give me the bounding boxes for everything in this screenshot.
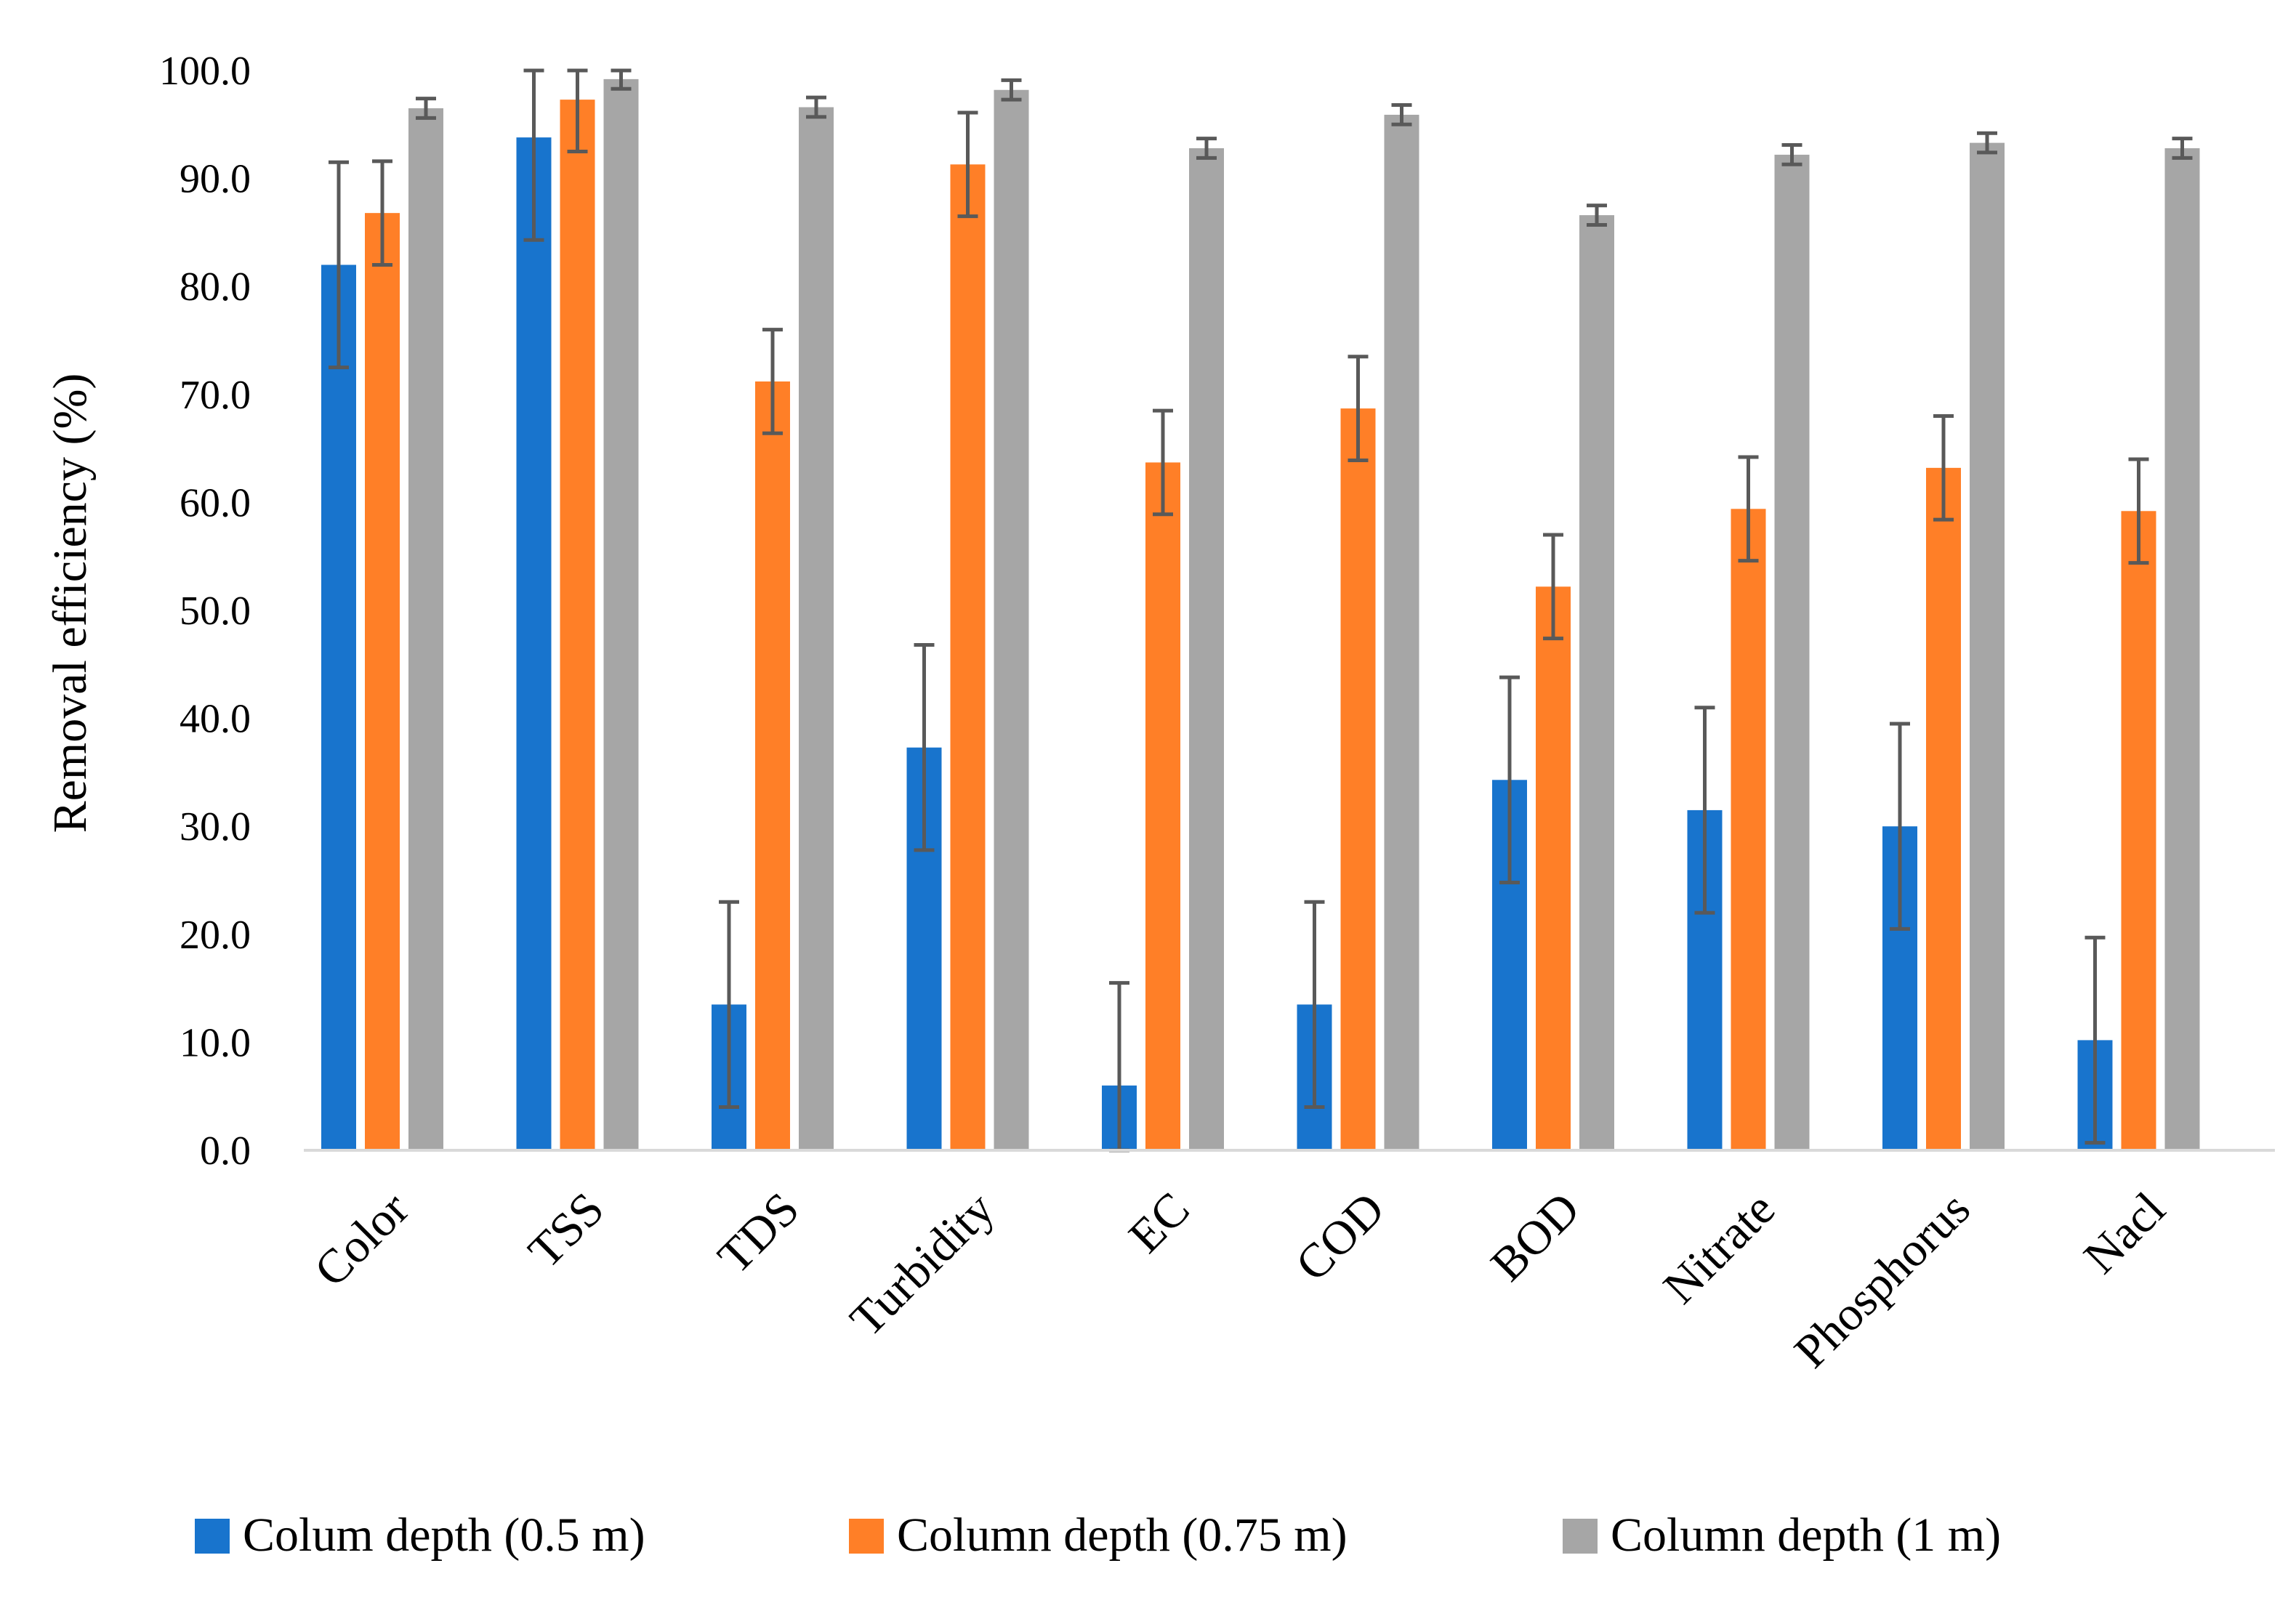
bar-tss-series-1: [516, 137, 552, 1151]
bar-nacl-series-2: [2121, 511, 2156, 1150]
legend-swatch: [1563, 1519, 1598, 1554]
bar-color-series-2: [365, 213, 400, 1151]
error-bar-bod-series-3: [1587, 203, 1607, 227]
bar-tss-series-3: [603, 78, 639, 1151]
error-bar-tds-series-2: [762, 328, 783, 435]
bar-tds-series-3: [799, 107, 834, 1150]
legend: Colum depth (0.5 m) Column depth (0.75 m)…: [195, 1509, 2001, 1562]
bar-color-series-3: [408, 108, 443, 1150]
x-axis-labels: Color TSS TDS Turbidity EC COD BOD Nitrate Phosp…: [305, 1182, 2175, 1378]
bar-turbidity-series-3: [994, 89, 1029, 1150]
y-tick-label: 30.0: [180, 804, 251, 849]
legend-label: Colum depth (0.5 m): [243, 1509, 645, 1562]
error-bar-color-series-3: [416, 97, 436, 120]
error-bar-tss-series-3: [611, 68, 632, 91]
x-tick-label-cod: COD: [1286, 1182, 1395, 1291]
bar-cod-series-2: [1340, 408, 1376, 1150]
y-tick-label: 20.0: [180, 913, 251, 958]
y-axis-title: Removal efficiency (%): [44, 374, 97, 833]
bar-color-series-1: [321, 265, 356, 1151]
error-bar-nacl-series-2: [2128, 457, 2149, 565]
error-bar-bod-series-1: [1499, 675, 1520, 884]
bar-tss-series-2: [560, 100, 595, 1151]
error-bar-color-series-2: [372, 159, 392, 267]
legend-swatch: [195, 1519, 230, 1554]
y-tick-label: 0.0: [200, 1128, 251, 1174]
error-bar-tss-series-1: [523, 68, 544, 242]
y-tick-label: 90.0: [180, 157, 251, 202]
error-bar-ec-series-2: [1153, 408, 1173, 517]
legend-label: Column depth (1 m): [1611, 1509, 2001, 1562]
legend-label: Column depth (0.75 m): [897, 1509, 1348, 1562]
y-tick-label: 70.0: [180, 373, 251, 418]
error-bar-ec-series-3: [1196, 137, 1217, 160]
y-axis-ticks: 0.0 10.0 20.0 30.0 40.0 50.0 60.0 70.0 80.0 90.0 1…: [159, 49, 251, 1174]
error-bar-turbidity-series-3: [1001, 78, 1022, 102]
error-bar-cod-series-1: [1304, 900, 1325, 1110]
bars: [321, 78, 2200, 1151]
bar-ec-series-2: [1145, 462, 1180, 1150]
bar-bod-series-2: [1536, 586, 1571, 1150]
error-bar-tds-series-3: [806, 95, 826, 119]
error-bar-nitrate-series-3: [1781, 143, 1802, 166]
y-tick-label: 10.0: [180, 1020, 251, 1065]
legend-item-series-1: Colum depth (0.5 m): [195, 1509, 645, 1562]
bar-turbidity-series-2: [950, 164, 986, 1151]
x-tick-label-nitrate: Nitrate: [1653, 1182, 1785, 1314]
y-tick-label: 40.0: [180, 697, 251, 742]
error-bar-nitrate-series-2: [1738, 455, 1759, 563]
error-bar-color-series-1: [329, 160, 349, 370]
error-bar-nacl-series-3: [2172, 137, 2193, 160]
x-tick-label-ec: EC: [1119, 1182, 1199, 1263]
legend-item-series-3: Column depth (1 m): [1563, 1509, 2001, 1562]
error-bar-phosphorus-series-2: [1933, 414, 1954, 522]
error-bar-phosphorus-series-1: [1890, 722, 1910, 931]
legend-swatch: [849, 1519, 884, 1554]
bar-cod-series-3: [1384, 114, 1419, 1150]
error-bar-phosphorus-series-3: [1977, 131, 1997, 155]
error-bar-nitrate-series-1: [1694, 706, 1715, 915]
error-bar-nacl-series-1: [2084, 935, 2106, 1145]
error-bar-bod-series-2: [1543, 533, 1563, 641]
error-bar-turbidity-series-2: [957, 110, 978, 219]
bar-ec-series-3: [1189, 148, 1224, 1151]
bar-phosphorus-series-2: [1926, 467, 1961, 1150]
bar-nitrate-series-3: [1774, 154, 1810, 1151]
y-tick-label: 60.0: [180, 480, 251, 525]
bar-bod-series-3: [1579, 215, 1614, 1150]
y-tick-label: 80.0: [180, 265, 251, 310]
error-bar-turbidity-series-1: [914, 643, 935, 852]
y-tick-label: 100.0: [159, 49, 251, 94]
bar-nacl-series-3: [2164, 148, 2200, 1151]
error-bar-cod-series-3: [1391, 103, 1412, 126]
error-bar-cod-series-2: [1348, 355, 1369, 462]
bar-tds-series-2: [755, 381, 790, 1150]
x-tick-label-nacl: Nacl: [2074, 1182, 2175, 1284]
x-tick-label-phosphorus: Phosphorus: [1784, 1182, 1980, 1378]
error-bar-tss-series-2: [567, 68, 588, 153]
x-tick-label-tss: TSS: [518, 1182, 614, 1278]
bar-phosphorus-series-3: [1970, 142, 2005, 1150]
x-tick-label-turbidity: Turbidity: [840, 1182, 1004, 1346]
x-tick-label-color: Color: [305, 1182, 419, 1297]
legend-item-series-2: Column depth (0.75 m): [849, 1509, 1348, 1562]
x-tick-label-bod: BOD: [1481, 1182, 1590, 1291]
bar-nitrate-series-2: [1731, 509, 1766, 1150]
x-tick-label-tds: TDS: [708, 1182, 810, 1284]
error-bar-tds-series-1: [719, 900, 739, 1110]
y-tick-label: 50.0: [180, 589, 251, 634]
error-bars: [329, 68, 2193, 1152]
